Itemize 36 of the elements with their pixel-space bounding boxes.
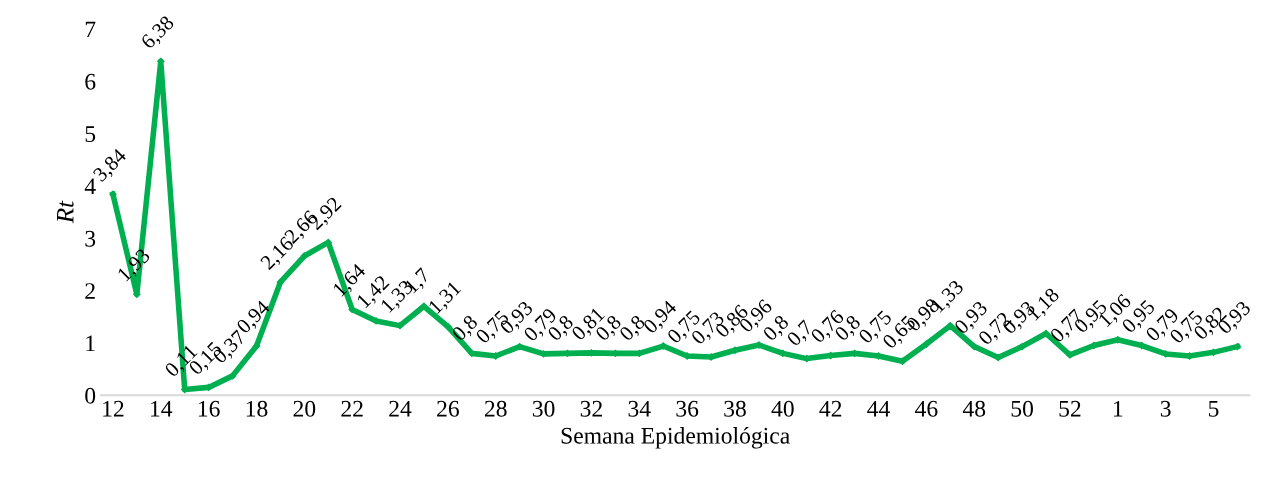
x-tick-label: 38 bbox=[724, 400, 746, 417]
x-tick-label: 18 bbox=[246, 400, 268, 417]
x-tick-label: 28 bbox=[484, 400, 507, 417]
x-tick-label: 3 bbox=[1160, 400, 1171, 417]
x-tick-label: 16 bbox=[198, 400, 220, 417]
y-axis-title: Rt bbox=[57, 200, 74, 224]
x-tick-label: 32 bbox=[580, 400, 602, 417]
x-tick-label: 46 bbox=[915, 400, 938, 417]
y-tick-label: 7 bbox=[85, 21, 96, 38]
data-label: 6,38 bbox=[140, 14, 177, 52]
data-label: 1,31 bbox=[427, 280, 464, 317]
x-tick-label: 34 bbox=[628, 400, 651, 417]
x-tick-label: 44 bbox=[867, 400, 890, 417]
y-tick-label: 3 bbox=[85, 230, 96, 247]
x-tick-label: 12 bbox=[103, 400, 124, 417]
x-tick-label: 5 bbox=[1208, 401, 1219, 417]
x-tick-label: 20 bbox=[293, 400, 316, 417]
x-tick-label: 26 bbox=[437, 400, 459, 417]
x-tick-label: 48 bbox=[962, 400, 986, 417]
x-tick-label: 40 bbox=[771, 400, 794, 417]
x-tick-label: 52 bbox=[1059, 400, 1081, 417]
x-tick-label: 24 bbox=[389, 400, 412, 417]
data-label: 1,93 bbox=[116, 247, 153, 284]
y-tick-label: 2 bbox=[85, 283, 95, 299]
y-tick-label: 6 bbox=[85, 73, 96, 90]
x-tick-label: 14 bbox=[151, 400, 173, 417]
x-tick-label: 50 bbox=[1011, 400, 1033, 417]
x-tick-label: 42 bbox=[819, 400, 842, 417]
x-axis-title: Semana Epidemiológica bbox=[561, 427, 790, 449]
x-tick-label: 1 bbox=[1113, 400, 1123, 417]
x-tick-label: 22 bbox=[341, 400, 363, 417]
y-tick-label: 1 bbox=[86, 335, 95, 352]
x-tick-label: 30 bbox=[532, 400, 555, 417]
x-tick-label: 36 bbox=[676, 400, 699, 417]
y-tick-label: 0 bbox=[85, 387, 96, 404]
y-tick-label: 5 bbox=[85, 126, 96, 143]
